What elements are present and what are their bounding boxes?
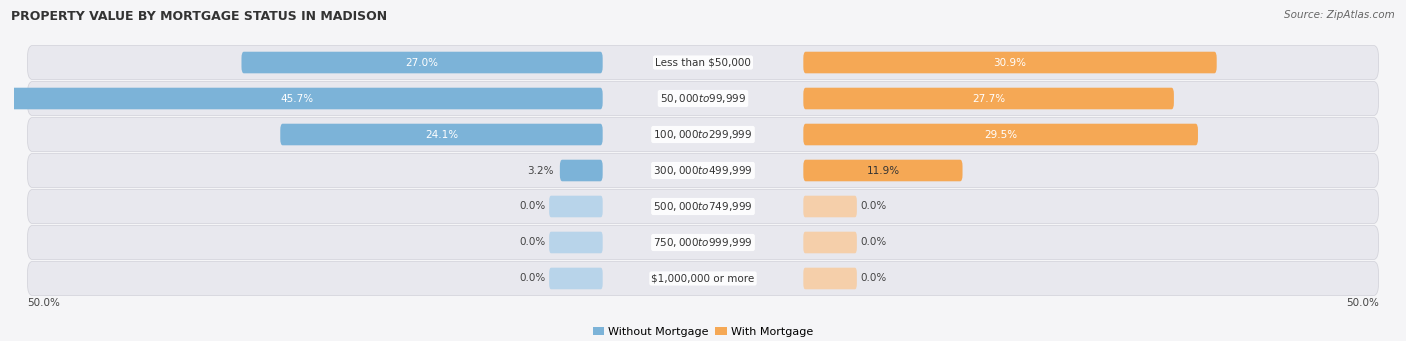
Text: $750,000 to $999,999: $750,000 to $999,999 bbox=[654, 236, 752, 249]
Text: $100,000 to $299,999: $100,000 to $299,999 bbox=[654, 128, 752, 141]
Text: 0.0%: 0.0% bbox=[519, 202, 546, 211]
FancyBboxPatch shape bbox=[28, 118, 1378, 151]
FancyBboxPatch shape bbox=[0, 88, 603, 109]
Text: 27.7%: 27.7% bbox=[972, 93, 1005, 104]
FancyBboxPatch shape bbox=[28, 190, 1378, 223]
FancyBboxPatch shape bbox=[550, 268, 603, 289]
Text: Source: ZipAtlas.com: Source: ZipAtlas.com bbox=[1284, 10, 1395, 20]
FancyBboxPatch shape bbox=[560, 160, 603, 181]
Text: 24.1%: 24.1% bbox=[425, 130, 458, 139]
Text: $500,000 to $749,999: $500,000 to $749,999 bbox=[654, 200, 752, 213]
Text: 45.7%: 45.7% bbox=[280, 93, 314, 104]
FancyBboxPatch shape bbox=[803, 160, 963, 181]
Text: $1,000,000 or more: $1,000,000 or more bbox=[651, 273, 755, 283]
Text: Less than $50,000: Less than $50,000 bbox=[655, 58, 751, 68]
Legend: Without Mortgage, With Mortgage: Without Mortgage, With Mortgage bbox=[588, 322, 818, 341]
Text: PROPERTY VALUE BY MORTGAGE STATUS IN MADISON: PROPERTY VALUE BY MORTGAGE STATUS IN MAD… bbox=[11, 10, 388, 23]
FancyBboxPatch shape bbox=[803, 52, 1216, 73]
Text: 27.0%: 27.0% bbox=[405, 58, 439, 68]
Text: 11.9%: 11.9% bbox=[866, 165, 900, 176]
FancyBboxPatch shape bbox=[803, 232, 856, 253]
FancyBboxPatch shape bbox=[280, 124, 603, 145]
FancyBboxPatch shape bbox=[803, 196, 856, 217]
FancyBboxPatch shape bbox=[28, 153, 1378, 188]
Text: 0.0%: 0.0% bbox=[860, 202, 887, 211]
Text: $50,000 to $99,999: $50,000 to $99,999 bbox=[659, 92, 747, 105]
FancyBboxPatch shape bbox=[28, 81, 1378, 116]
FancyBboxPatch shape bbox=[803, 124, 1198, 145]
FancyBboxPatch shape bbox=[803, 268, 856, 289]
Text: 0.0%: 0.0% bbox=[519, 273, 546, 283]
Text: 3.2%: 3.2% bbox=[527, 165, 553, 176]
Text: 0.0%: 0.0% bbox=[519, 237, 546, 248]
FancyBboxPatch shape bbox=[28, 46, 1378, 79]
Text: 0.0%: 0.0% bbox=[860, 237, 887, 248]
Text: $300,000 to $499,999: $300,000 to $499,999 bbox=[654, 164, 752, 177]
FancyBboxPatch shape bbox=[550, 232, 603, 253]
FancyBboxPatch shape bbox=[28, 226, 1378, 260]
FancyBboxPatch shape bbox=[242, 52, 603, 73]
FancyBboxPatch shape bbox=[28, 262, 1378, 295]
Text: 29.5%: 29.5% bbox=[984, 130, 1017, 139]
Text: 0.0%: 0.0% bbox=[860, 273, 887, 283]
FancyBboxPatch shape bbox=[550, 196, 603, 217]
Text: 50.0%: 50.0% bbox=[1346, 298, 1378, 308]
Text: 30.9%: 30.9% bbox=[994, 58, 1026, 68]
FancyBboxPatch shape bbox=[803, 88, 1174, 109]
Text: 50.0%: 50.0% bbox=[28, 298, 60, 308]
